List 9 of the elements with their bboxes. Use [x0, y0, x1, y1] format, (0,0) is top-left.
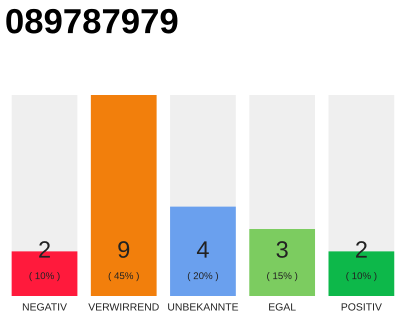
x-tick-label: NEGATIV — [22, 303, 67, 311]
data-label: 9 ( 45% ) — [108, 241, 139, 282]
chart-title: 089787979 — [6, 8, 178, 34]
x-tick-label: EGAL — [269, 303, 296, 311]
data-label: 4 ( 20% ) — [188, 241, 218, 282]
x-tick-label: VERWIRREND — [88, 303, 159, 310]
data-label: 3 ( 15% ) — [267, 241, 298, 282]
x-tick-label: UNBEKANNTE — [168, 303, 238, 311]
x-tick-label: POSITIV — [342, 303, 382, 311]
